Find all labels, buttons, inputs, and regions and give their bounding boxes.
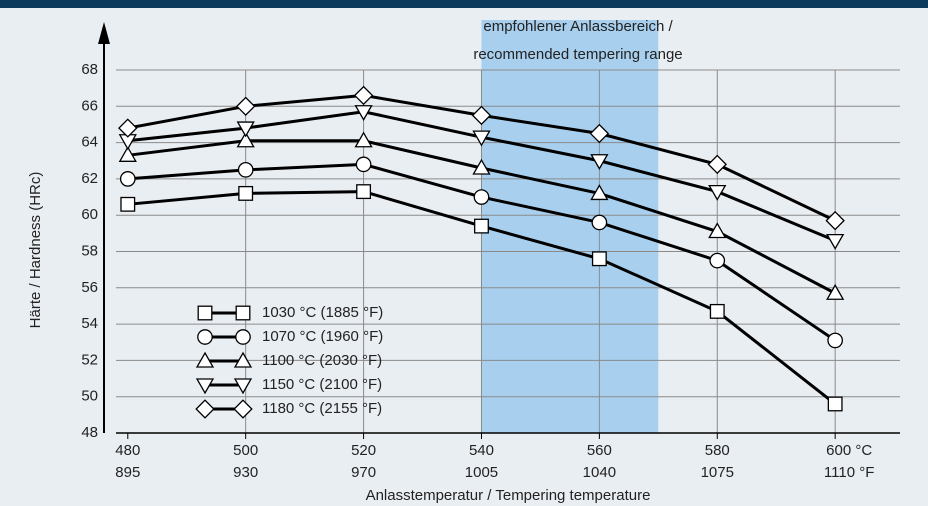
highlight-range [481,20,659,433]
marker [709,252,726,269]
legend-label: 1030 °C (1885 °F) [262,304,383,321]
marker [590,154,609,171]
marker [354,105,373,122]
marker [238,185,254,201]
legend-marker [195,399,215,419]
marker [709,303,725,319]
marker [472,158,491,175]
y-axis-label: Härte / Hardness (HRc) [27,172,44,329]
x-axis-label: Anlasstemperatur / Tempering temperature [366,487,651,504]
x2-tick-label: 1110 °F [824,464,874,481]
marker [355,156,372,173]
y-tick-label: 50 [81,388,98,405]
x-tick-label: 540 [469,442,494,459]
legend-marker [195,351,215,368]
y-tick-label: 48 [81,424,98,441]
marker [707,154,727,175]
x-tick-label: 500 [233,442,258,459]
x2-tick-label: 970 [351,464,376,481]
marker [236,121,255,138]
x2-tick-label: 1040 [583,464,616,481]
x-tick-label: 560 [587,442,612,459]
marker [356,184,372,200]
x-tick-label: 520 [351,442,376,459]
annotation: recommended tempering range [473,46,682,63]
x-tick-label: 600 °C [826,442,872,459]
y-tick-label: 62 [81,170,98,187]
marker [825,210,845,231]
marker [590,184,609,201]
legend-label: 1100 °C (2030 °F) [262,352,382,369]
x2-tick-label: 1005 [465,464,498,481]
legend-marker [235,305,251,321]
marker [472,130,491,147]
marker [119,171,136,187]
marker [826,233,845,250]
marker [826,283,845,300]
y-tick-label: 52 [81,351,98,368]
marker [827,396,843,412]
y-tick-label: 66 [81,97,98,114]
x-tick-label: 480 [115,442,140,459]
y-tick-label: 54 [81,315,98,332]
marker [827,332,844,349]
y-tick-label: 58 [81,242,98,259]
x2-tick-label: 1075 [701,464,734,481]
marker [589,123,610,144]
x2-tick-label: 895 [115,464,140,481]
marker [353,85,374,106]
legend-label: 1150 °C (2100 °F) [262,376,382,393]
marker [235,96,256,117]
legend-marker [233,378,253,395]
marker [120,196,136,212]
marker [708,222,727,239]
marker [473,189,490,205]
marker [591,251,607,267]
marker [591,214,608,231]
legend-label: 1180 °C (2155 °F) [262,400,382,417]
y-tick-label: 60 [81,206,98,223]
annotation: empfohlener Anlassbereich / [483,18,673,35]
legend-marker [233,351,253,368]
y-axis-arrow [98,22,110,44]
x2-tick-label: 930 [233,464,258,481]
legend-marker [197,305,213,321]
marker [118,145,137,162]
legend-marker [233,399,253,419]
legend-marker [235,329,251,345]
marker [708,184,727,201]
marker [237,161,254,178]
x-tick-label: 580 [705,442,730,459]
legend-marker [197,329,213,345]
y-tick-label: 64 [81,134,98,151]
marker [236,131,255,148]
y-tick-label: 68 [81,61,98,78]
legend-marker [195,378,215,395]
marker [118,118,138,138]
marker [474,218,489,234]
marker [471,105,492,126]
header-bar [0,0,928,8]
legend-label: 1070 °C (1960 °F) [262,328,383,345]
marker [354,131,373,148]
y-tick-label: 56 [81,279,98,296]
